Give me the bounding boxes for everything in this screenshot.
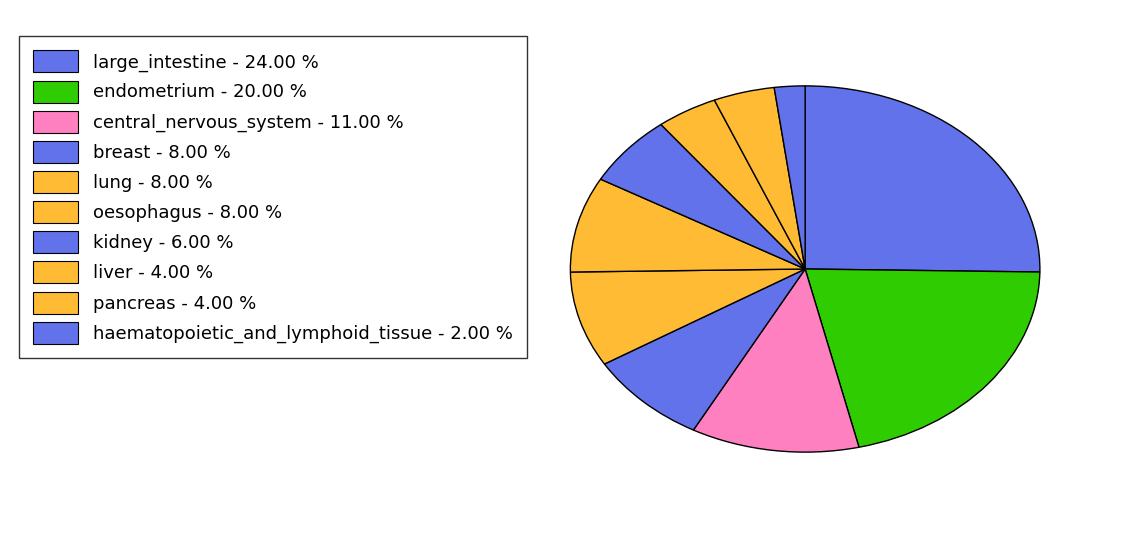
Wedge shape [661, 100, 805, 269]
Wedge shape [693, 269, 858, 452]
Wedge shape [805, 86, 1040, 272]
Wedge shape [805, 269, 1040, 447]
Wedge shape [604, 269, 805, 430]
Wedge shape [601, 124, 805, 269]
Wedge shape [714, 88, 805, 269]
Wedge shape [570, 179, 805, 272]
Wedge shape [570, 269, 805, 364]
Legend: large_intestine - 24.00 %, endometrium - 20.00 %, central_nervous_system - 11.00: large_intestine - 24.00 %, endometrium -… [18, 36, 527, 358]
Wedge shape [775, 86, 805, 269]
